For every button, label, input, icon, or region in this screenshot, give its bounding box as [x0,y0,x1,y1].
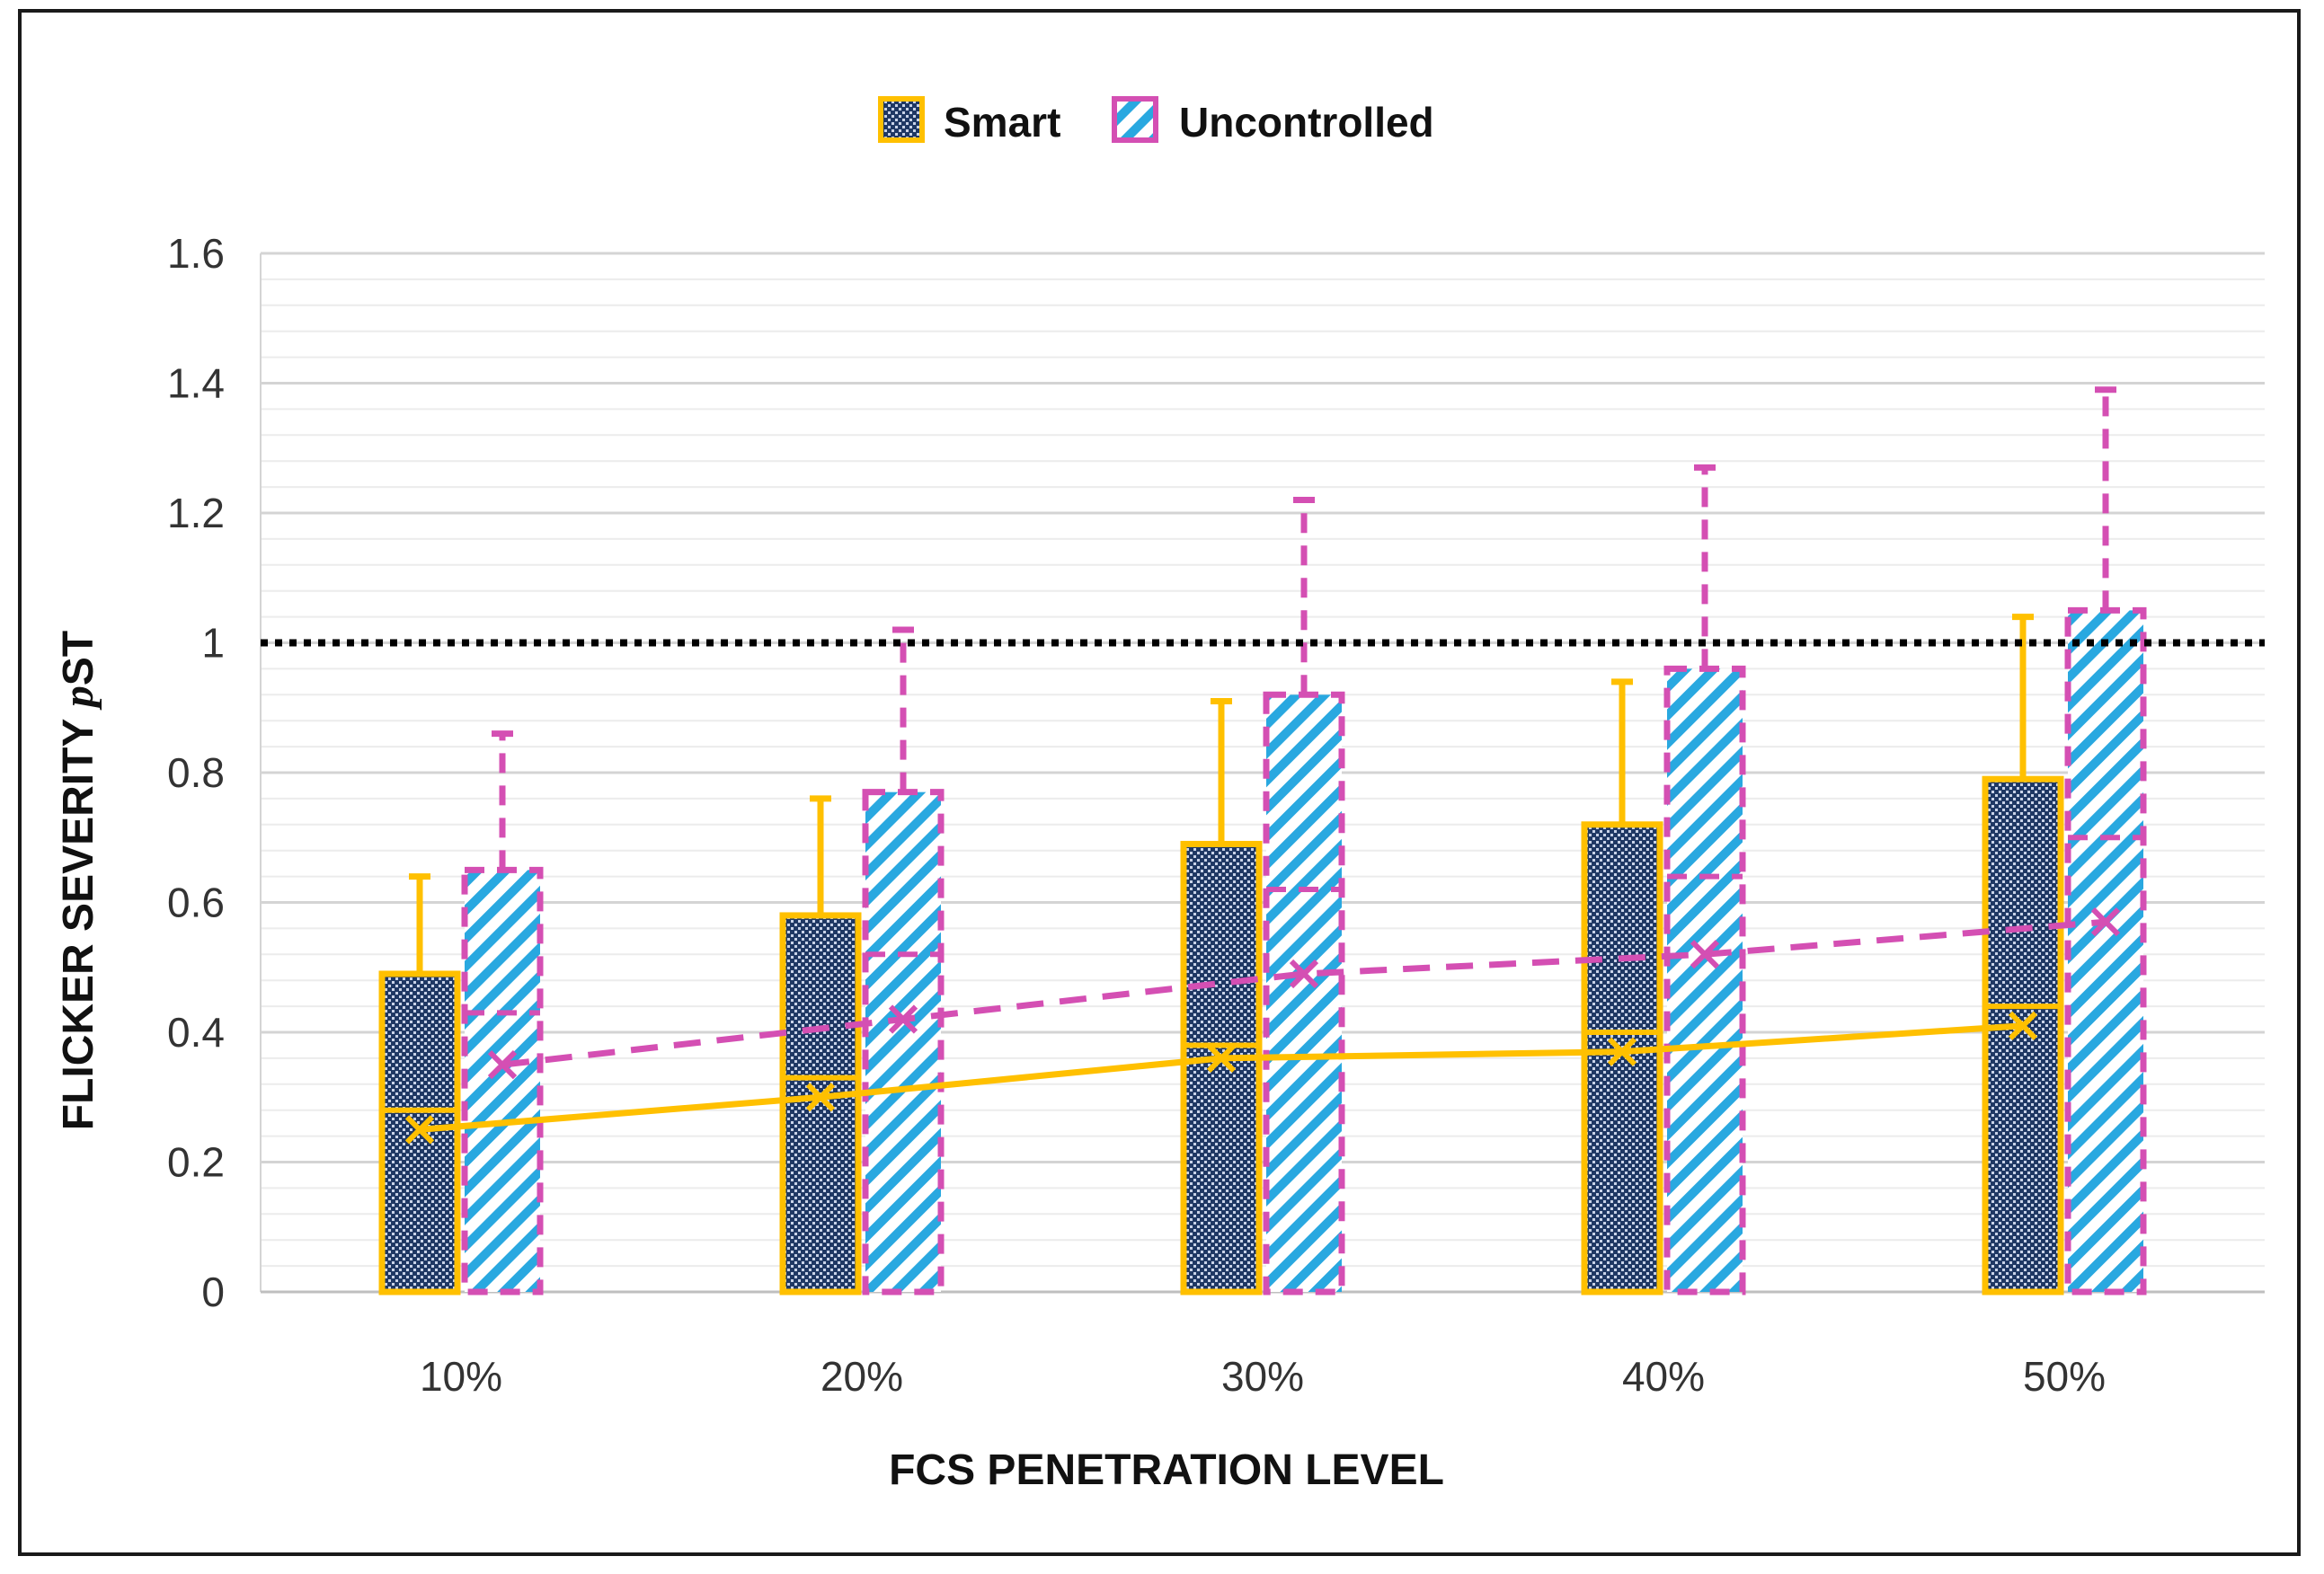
y-tick-label: 0.6 [167,880,225,926]
box [1982,775,2064,1295]
y-tick-label: 1.2 [167,490,225,536]
x-tick-labels: 10% 20% 30% 40% 50% [420,1353,2106,1400]
y-tick-label: 0.4 [167,1009,225,1056]
y-tick-label: 0.2 [167,1139,225,1186]
gridlines [260,252,2265,1292]
mean-marker [1289,959,1319,989]
box [2064,606,2147,1295]
x-tick-label: 20% [820,1353,903,1400]
y-axis-title: FLICKER SEVERITY pST [55,631,102,1131]
y-tick-label: 0 [201,1269,225,1315]
legend-item-uncontrolled: Uncontrolled [1112,96,1434,146]
mean-marker [404,1115,435,1145]
legend: Smart Uncontrolled [878,96,1434,146]
box [461,866,544,1295]
x-axis-title: FCS PENETRATION LEVEL [889,1446,1444,1494]
y-axis-title-prefix: FLICKER SEVERITY [55,707,102,1130]
legend-label-uncontrolled: Uncontrolled [1179,99,1434,146]
y-axis-title-symbol: p [55,685,102,711]
legend-swatch-uncontrolled [1112,96,1158,143]
mean-line-uncontrolled [501,918,2107,1068]
legend-item-smart: Smart [878,96,1060,146]
box [862,789,945,1295]
legend-label-smart: Smart [944,99,1060,146]
box [1663,665,1746,1295]
mean-lines [419,918,2107,1133]
boxes [378,386,2147,1295]
box [1581,821,1663,1295]
series-smart-boxes [378,614,2064,1295]
x-tick-label: 10% [420,1353,502,1400]
x-tick-label: 40% [1622,1353,1705,1400]
x-tick-label: 30% [1221,1353,1304,1400]
box [1180,840,1263,1295]
y-tick-labels: 0 0.2 0.4 0.6 0.8 1 1.2 1.4 1.6 [167,230,225,1315]
series-uncontrolled-boxes [461,386,2147,1295]
x-tick-label: 50% [2023,1353,2106,1400]
box [779,912,862,1295]
y-tick-label: 1.4 [167,360,225,407]
chart-frame [18,9,2301,1556]
legend-swatch-smart [878,96,925,143]
y-tick-label: 1 [201,620,225,667]
y-axis-title-suffix: ST [55,631,102,685]
mean-line-smart [419,1022,2024,1133]
y-tick-label: 0.8 [167,749,225,796]
mean-marker [487,1050,518,1080]
y-tick-label: 1.6 [167,230,225,277]
box [1263,691,1345,1295]
